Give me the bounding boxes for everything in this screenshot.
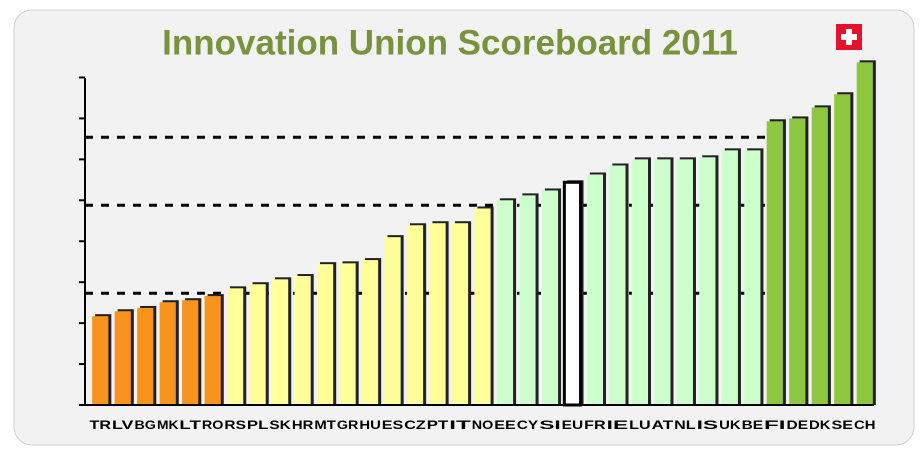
x-tick-label: MK	[157, 418, 179, 432]
bar	[474, 208, 491, 405]
x-tick-label: DE	[787, 418, 808, 432]
bar	[856, 62, 873, 405]
bar	[406, 225, 424, 405]
bar	[182, 300, 199, 405]
x-tick-label: HU	[359, 418, 380, 432]
x-tick-label: BE	[742, 418, 763, 432]
bar	[496, 200, 514, 405]
bar	[609, 165, 626, 405]
x-tick-label: RO	[202, 418, 223, 432]
bar	[339, 263, 356, 405]
x-tick-label: SE	[832, 418, 853, 432]
bar	[227, 288, 244, 405]
x-tick-label: SK	[269, 418, 291, 432]
bar	[114, 311, 131, 405]
bar	[721, 150, 738, 405]
x-tick-label: PL	[247, 418, 268, 432]
x-tick-label: UK	[719, 418, 741, 432]
x-tick-label: LT	[179, 418, 202, 432]
bar	[811, 107, 828, 405]
x-tick-label: LU	[629, 418, 650, 432]
x-tick-label: NL	[674, 418, 695, 432]
bar	[317, 264, 334, 405]
x-tick-label: CY	[517, 418, 538, 432]
bar	[294, 276, 311, 405]
x-tick-label: CH	[854, 418, 875, 432]
x-tick-label: TR	[90, 418, 112, 432]
x-tick-label: CZ	[404, 418, 425, 432]
bar	[789, 118, 806, 405]
bar	[586, 174, 604, 405]
x-tick-label: MT	[314, 418, 336, 432]
x-tick-label: DK	[809, 418, 831, 432]
x-tick-label: RS	[224, 418, 245, 432]
x-tick-label: FI	[764, 418, 785, 432]
bar	[676, 159, 693, 405]
x-tick-label: HR	[292, 418, 314, 432]
bar	[451, 223, 469, 405]
bar	[834, 94, 851, 405]
bar	[272, 279, 289, 405]
bar	[159, 302, 176, 405]
bar	[249, 284, 266, 405]
x-tick-label: EE	[494, 418, 515, 432]
x-tick-label: GR	[337, 418, 359, 432]
bar	[562, 180, 583, 407]
bar	[766, 121, 783, 405]
x-tick-label: SI	[539, 418, 560, 432]
bar	[541, 190, 559, 405]
x-tick-label: AT	[652, 418, 674, 432]
bar	[744, 150, 761, 405]
bar	[204, 296, 221, 405]
x-tick-label: IE	[607, 418, 628, 432]
bar	[631, 159, 648, 405]
bar	[429, 223, 446, 405]
x-tick-label: PT	[427, 418, 449, 432]
x-tick-label: EU	[562, 418, 583, 432]
bar	[519, 195, 536, 405]
x-tick-label: ES	[382, 418, 403, 432]
x-tick-label: IT	[449, 418, 472, 432]
bar	[361, 260, 379, 405]
bar	[137, 307, 154, 405]
x-tick-label: FR	[584, 418, 606, 432]
bar	[654, 159, 671, 405]
swiss-flag	[836, 24, 862, 50]
bar	[92, 316, 109, 405]
x-tick-label: IS	[697, 418, 718, 432]
chart-title: Innovation Union Scoreboard 2011	[162, 23, 738, 62]
x-tick-label: NO	[472, 418, 493, 432]
x-tick-label: LV	[112, 418, 133, 432]
bar	[384, 237, 401, 405]
x-tick-label: BG	[134, 418, 155, 432]
bar	[699, 157, 716, 405]
